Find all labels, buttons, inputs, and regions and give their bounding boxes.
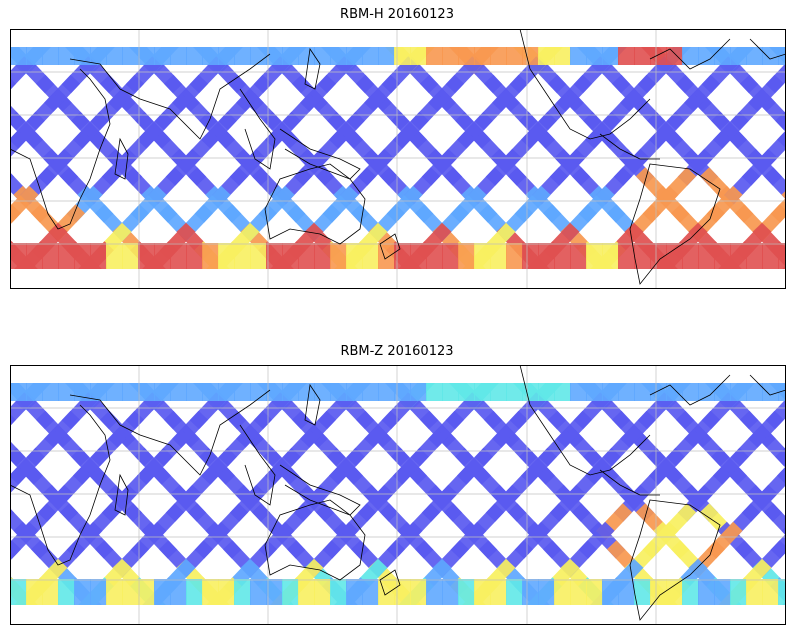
coastline-segment [239,88,276,170]
north-band [10,47,786,65]
map-frame [10,365,786,625]
coastline-segment [599,133,660,160]
coastline-segment [649,374,731,406]
bottom-panel-title: RBM-Z 20160123 [340,344,454,359]
top-map-panel [10,29,786,289]
coastline-segment [379,233,401,260]
swath-segment [763,503,786,536]
coastline-segment [519,29,651,140]
coastline-segment [279,464,361,516]
coastline-segment [519,365,651,476]
coastline-segment [69,53,271,140]
coastline-segment [10,68,111,230]
coastline-segment [114,137,129,180]
coastline-segment [379,569,401,596]
swath-segment [10,56,34,91]
coastline-segment [599,469,660,496]
top-panel-title: RBM-H 20160123 [340,7,454,22]
coastlines [10,365,786,621]
coastline-segment [69,389,271,476]
swath-segment [763,167,786,200]
rbm-h-map [10,29,786,289]
coastline-segment [264,163,366,245]
coastline-segment [304,47,321,90]
north-band [10,383,786,401]
coastline-segment [749,374,786,396]
bottom-map-panel [10,365,786,625]
swath-segment [10,392,34,427]
coastline-segment [114,473,129,516]
coastline-segment [629,163,721,285]
coastline-segment [749,38,786,60]
coastline-segment [279,128,361,180]
swath-segment [10,130,28,158]
coastline-segment [239,424,276,506]
coastline-segment [10,404,111,566]
map-frame [10,29,786,289]
coastline-segment [264,499,366,581]
south-band [10,579,786,605]
rbm-z-map [10,365,786,625]
coastlines [10,29,786,285]
coastline-segment [629,499,721,621]
swath-segment [10,466,28,494]
coastline-segment [304,383,321,426]
coastline-segment [649,38,731,70]
south-band [10,243,786,269]
